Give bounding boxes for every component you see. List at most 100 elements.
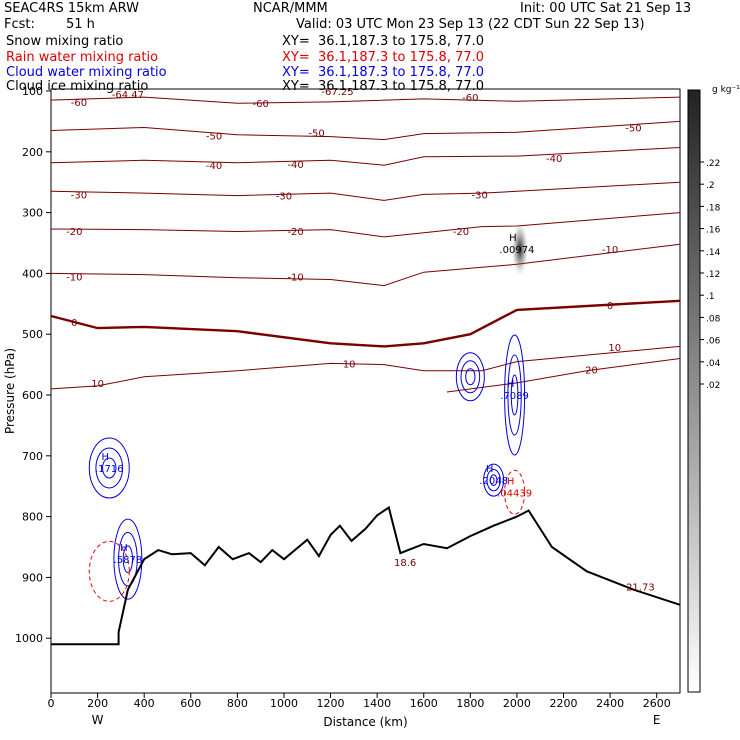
maximum-marker: H [486,464,494,475]
legend-rain-label: Rain water mixing ratio [6,50,159,65]
cloud-water-contour [486,468,501,492]
x-tick-label: 2400 [596,697,624,710]
temperature-contour-0 [50,299,681,348]
maximum-value-label: .7089 [500,391,529,402]
legend-cloud-water-xy: XY= 36.1,187.3 to 175.8, 77.0 [282,65,485,80]
temperature-contour-label: -20 [66,227,82,238]
cloud-water-contour [460,360,481,394]
x-tick-label: 1600 [410,697,438,710]
legend-snow-xy: XY= 36.1,187.3 to 175.8, 77.0 [282,34,485,49]
temperature-contour-label: -40 [287,160,303,171]
maximum-marker: H [101,452,109,463]
x-tick-label: 200 [87,697,108,710]
temperature-contour-label: 18.6 [394,558,416,569]
temperature-contour--20 [50,212,681,238]
producer-label: NCAR/MMM [253,1,328,16]
x-tick-label: 1800 [456,697,484,710]
temperature-contour-label: -30 [276,192,292,203]
forecast-label: Fcst: [4,17,35,32]
temperature-contour--60 [50,96,681,104]
temperature-contour-label: -50 [308,128,324,139]
temperature-contour-label: 20 [585,365,598,376]
x-tick-label: 0 [48,697,55,710]
cloud-water-contour [465,368,476,386]
x-tick-label: 2600 [643,697,671,710]
y-tick-label: 400 [22,267,43,280]
temperature-contour-label: -60 [462,93,478,104]
maximum-value-label: .04439 [497,488,532,499]
temperature-contour-label: 10 [608,343,621,354]
temperature-contour-label: -64.47 [112,90,144,101]
x-tick-label: 1200 [317,697,345,710]
y-axis-title: Pressure (hPa) [3,348,17,434]
colorbar-tick-label: .02 [706,381,720,391]
legend-cloud-ice-label: Cloud ice mixing ratio [6,79,149,94]
temperature-contour-label: 10 [343,359,356,370]
y-tick-label: 100 [22,85,43,98]
temperature-contour--50 [50,120,681,141]
rain-water-contour [88,540,130,602]
colorbar-tick-label: .16 [706,226,721,236]
snow-mixing-ratio-shading [511,223,528,276]
maximum-value-label: .5878 [114,555,143,566]
colorbar-tick-label: .1 [706,292,715,302]
temperature-contour-label: -40 [546,154,562,165]
temperature-contour-label: -67.25 [321,87,353,98]
colorbar-tick-label: .08 [706,314,721,324]
cloud-water-contour [95,447,124,489]
y-tick-label: 800 [22,511,43,524]
cloud-water-contour [510,374,519,416]
cloud-water-contour [88,437,130,499]
init-time: Init: 00 UTC Sat 21 Sep 13 [520,1,692,16]
maximum-value-label: .1716 [95,464,124,475]
y-tick-label: 700 [22,450,43,463]
y-tick-label: 1000 [15,632,43,645]
temperature-contour-20 [446,358,681,393]
y-tick-label: 900 [22,571,43,584]
cloud-water-contour [489,474,498,486]
cloud-water-contour [102,457,117,479]
temperature-contour-label: -30 [71,190,87,201]
cloud-water-contour [455,352,485,402]
temperature-contour-label: 10 [91,379,104,390]
colorbar-tick-label: .2 [706,181,715,191]
temperature-contour-label: -30 [471,190,487,201]
terrain-line [51,505,681,646]
temperature-contour-label: 0 [607,301,613,312]
valid-time: Valid: 03 UTC Mon 23 Sep 13 (22 CDT Sun … [296,17,645,32]
y-tick-label: 500 [22,328,43,341]
temperature-contour--10 [50,243,681,287]
temperature-contour-label: -40 [206,161,222,172]
temperature-contour-label: -60 [71,98,87,109]
x-tick-label: 2000 [503,697,531,710]
temperature-contour-label: -20 [453,227,469,238]
temperature-contour--40 [50,147,681,166]
colorbar [687,89,701,693]
cloud-water-contour [118,532,138,587]
colorbar-tick-label: .18 [706,203,721,213]
forecast-hours: 51 h [66,17,95,32]
colorbar-tick-label: .14 [706,248,721,258]
temperature-contour-label: -50 [625,123,641,134]
colorbar-unit: g kg⁻¹ [712,85,740,95]
temperature-contour-label: -10 [287,272,303,283]
cloud-water-contour [122,545,134,574]
colorbar-tick-label: .04 [706,359,721,369]
temperature-contour-label: -20 [287,227,303,238]
plot-frame [50,88,681,694]
cloud-water-contour [113,518,143,600]
maximum-marker: H [120,543,128,554]
y-tick-label: 600 [22,389,43,402]
x-tick-label: 2200 [550,697,578,710]
cloud-water-contour [507,354,522,436]
y-tick-label: 300 [22,207,43,220]
temperature-contour-label: 21.73 [626,583,655,594]
legend-snow-label: Snow mixing ratio [6,34,124,49]
maximum-marker: H [507,379,515,390]
colorbar-tick-label: .22 [706,159,720,169]
y-tick-label: 200 [22,146,43,159]
model-label: SEAC4RS 15km ARW [4,1,140,16]
x-tick-label: 800 [227,697,248,710]
temperature-contour-label: -10 [602,245,618,256]
